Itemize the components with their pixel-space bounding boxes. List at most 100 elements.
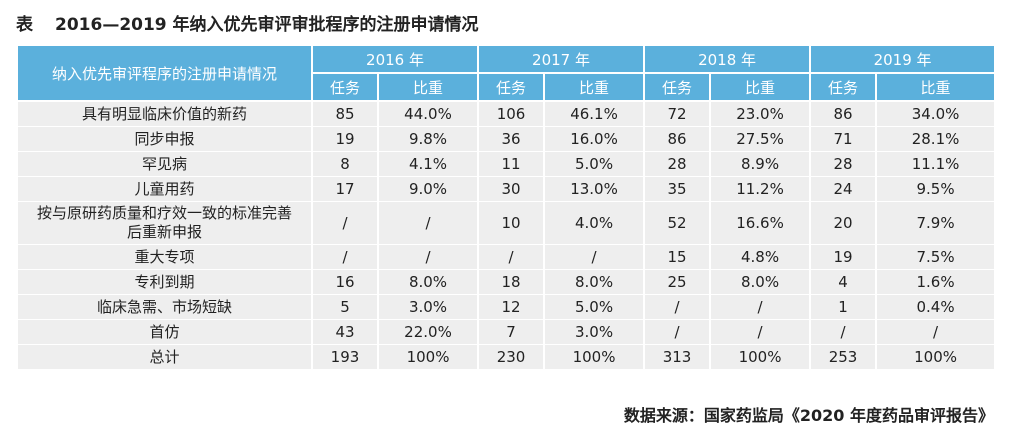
row-label: 首仿	[18, 319, 313, 345]
task-count-cell: 1	[810, 294, 878, 320]
task-count-cell: 52	[644, 201, 712, 245]
row-label: 总计	[18, 344, 313, 369]
sub-header-task: 任务	[312, 73, 379, 102]
header-row-sub: 任务 比重 任务 比重 任务 比重 任务 比重	[18, 73, 995, 102]
share-cell: 8.0%	[710, 269, 812, 295]
share-cell: 23.0%	[710, 101, 812, 127]
share-cell: 4.8%	[710, 244, 812, 270]
task-count-cell: 19	[312, 126, 379, 152]
row-label: 按与原研药质量和疗效一致的标准完善后重新申报	[18, 201, 313, 245]
row-header-cell: 纳入优先审评程序的注册申请情况	[18, 46, 313, 102]
header-row-years: 纳入优先审评程序的注册申请情况 2016 年 2017 年 2018 年 201…	[18, 46, 995, 102]
share-cell: /	[378, 201, 480, 245]
table-row: 按与原研药质量和疗效一致的标准完善后重新申报 //10 4.0% 52 16.6% 20 7…	[18, 201, 995, 245]
share-cell: 16.6%	[710, 201, 812, 245]
task-count-cell: 230	[478, 344, 546, 369]
share-cell: 8.0%	[544, 269, 646, 295]
year-header: 2016 年	[312, 46, 480, 74]
source-note: 数据来源：国家药监局《2020 年度药品审评报告》	[623, 406, 994, 425]
share-cell: 100%	[710, 344, 812, 369]
share-cell: 44.0%	[378, 101, 480, 127]
table-body: 具有明显临床价值的新药 85 44.0% 106 46.1% 72 23.0% 86 34.0%…	[18, 101, 995, 369]
caption-label: 表	[16, 15, 33, 35]
task-count-cell: 19	[810, 244, 878, 270]
task-count-cell: 25	[644, 269, 712, 295]
table-row: 临床急需、市场短缺 5 3.0% 12 5.0% //1 0.4%	[18, 294, 995, 320]
task-count-cell: 17	[312, 176, 379, 202]
sub-header-share: 比重	[710, 73, 812, 102]
task-count-cell: 28	[810, 151, 878, 177]
task-count-cell: 18	[478, 269, 546, 295]
table-row: 重大专项 / / //15 4.8% 19 7.5%	[18, 244, 995, 270]
share-cell: 8.0%	[378, 269, 480, 295]
task-count-cell: 106	[478, 101, 546, 127]
year-header: 2017 年	[478, 46, 646, 74]
task-count-cell: 253	[810, 344, 878, 369]
year-header: 2018 年	[644, 46, 812, 74]
task-count-cell: 35	[644, 176, 712, 202]
share-cell: /	[544, 244, 646, 270]
share-cell: 34.0%	[911, 105, 960, 123]
share-cell: 8.9%	[710, 151, 812, 177]
sub-header-task: 任务	[644, 73, 712, 102]
task-count-cell: 16	[312, 269, 379, 295]
row-label: 重大专项	[18, 244, 313, 270]
share-cell: 9.8%	[378, 126, 480, 152]
share-cell: 5.0%	[544, 151, 646, 177]
task-count-cell: 28	[644, 151, 712, 177]
table-row: 专利到期 16 8.0% 18 8.0% 25 8.0% 4 1.6%	[18, 269, 995, 295]
share-cell: 1.6%	[916, 273, 955, 291]
task-count-cell: 36	[478, 126, 546, 152]
share-cell: 3.0%	[544, 319, 646, 345]
task-count-cell: /	[810, 319, 878, 345]
share-cell: 46.1%	[544, 101, 646, 127]
share-cell: 28.1%	[911, 130, 960, 148]
share-cell: 13.0%	[544, 176, 646, 202]
share-cell: 9.0%	[378, 176, 480, 202]
share-cell: 3.0%	[378, 294, 480, 320]
table-caption: 表 2016—2019 年纳入优先审评审批程序的注册申请情况	[16, 10, 479, 35]
share-cell: /	[710, 294, 812, 320]
task-count-cell: 43	[312, 319, 379, 345]
sub-header-task: 任务	[478, 73, 546, 102]
share-cell: 9.5%	[916, 180, 955, 198]
share-cell: 4.1%	[378, 151, 480, 177]
year-header: 2019 年	[810, 46, 995, 74]
row-label: 同步申报	[18, 126, 313, 152]
sub-header-share: 比重	[876, 73, 995, 102]
task-count-cell: 5	[312, 294, 379, 320]
task-count-cell: 20	[810, 201, 878, 245]
share-cell: 7.5%	[916, 248, 955, 266]
caption-title: 2016—2019 年纳入优先审评审批程序的注册申请情况	[55, 15, 479, 35]
task-count-cell: /	[312, 201, 379, 245]
share-cell: 11.2%	[710, 176, 812, 202]
row-label: 具有明显临床价值的新药	[18, 101, 313, 127]
task-count-cell: 30	[478, 176, 546, 202]
task-count-cell: 4	[810, 269, 878, 295]
sub-header-share: 比重	[544, 73, 646, 102]
share-cell: 22.0%	[378, 319, 480, 345]
task-count-cell: 86	[810, 101, 878, 127]
table-row: 具有明显临床价值的新药 85 44.0% 106 46.1% 72 23.0% 86 34.0%	[18, 101, 995, 127]
sub-header-share: 比重	[378, 73, 480, 102]
share-cell: /	[710, 319, 812, 345]
row-label: 临床急需、市场短缺	[18, 294, 313, 320]
task-count-cell: 15	[644, 244, 712, 270]
share-cell: 4.0%	[544, 201, 646, 245]
task-count-cell: 313	[644, 344, 712, 369]
table-row: 首仿 43 22.0% 7 3.0% / / / /	[18, 319, 995, 345]
task-count-cell: 7	[478, 319, 546, 345]
share-cell: 0.4%	[916, 298, 955, 316]
task-count-cell: 86	[644, 126, 712, 152]
data-table-container: 纳入优先审评程序的注册申请情况 2016 年 2017 年 2018 年 201…	[18, 46, 995, 369]
share-cell: /	[933, 323, 939, 341]
table-row: 儿童用药 17 9.0% 30 13.0% 35 11.2% 24 9.5%	[18, 176, 995, 202]
share-cell: 7.9%	[916, 214, 955, 232]
share-cell: 100%	[914, 348, 957, 366]
task-count-cell: 10	[478, 201, 546, 245]
share-cell: 16.0%	[544, 126, 646, 152]
table-row: 总计 193 100% 230 100% 313 100% 253 100%	[18, 344, 995, 369]
task-count-cell: 8	[312, 151, 379, 177]
share-cell: 100%	[378, 344, 480, 369]
task-count-cell: 12	[478, 294, 546, 320]
